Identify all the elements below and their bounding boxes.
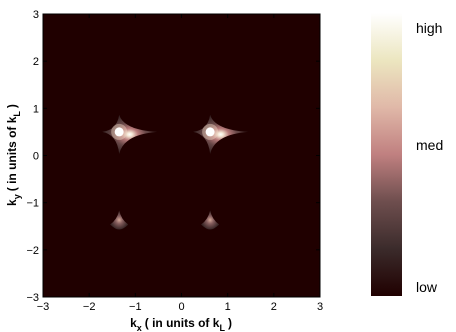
heatmap-peak <box>193 114 249 154</box>
peak-core <box>205 127 215 137</box>
peaks-layer <box>102 114 249 230</box>
peak-core <box>114 127 124 137</box>
heatmap-peak <box>110 210 129 230</box>
y-tick-label: 0 <box>33 151 39 163</box>
heatmap-peak <box>102 114 158 154</box>
x-axis-label-units: ( in units of k <box>145 316 220 330</box>
peak-shape <box>193 114 249 154</box>
x-axis-label-subscript: x <box>137 323 142 332</box>
x-tick-label: −1 <box>129 301 142 313</box>
y-tick-label: −3 <box>26 292 39 304</box>
x-axis-label-units-subscript: L <box>219 323 225 332</box>
x-tick-label: 0 <box>178 301 184 313</box>
x-axis-label: kx( in units of kL) <box>130 316 232 332</box>
colorbar-gradient <box>371 13 402 296</box>
colorbar-label-med: med <box>416 137 443 153</box>
x-axis: −3 −2 −1 0 1 2 3 <box>37 14 323 313</box>
x-tick-label: 2 <box>271 301 277 313</box>
y-tick-label: 3 <box>33 9 39 21</box>
y-axis-label-subscript: y <box>12 194 22 199</box>
x-tick-label: −3 <box>37 301 50 313</box>
x-axis-label-main: k <box>130 316 137 330</box>
colorbar-label-high: high <box>416 20 442 36</box>
x-tick-label: 1 <box>225 301 231 313</box>
colorbar-label-low: low <box>416 279 438 295</box>
peak-shape <box>102 114 158 154</box>
y-axis: −3 −2 −1 0 1 2 3 <box>26 9 320 304</box>
plot-area <box>42 13 321 298</box>
x-tick-label: −2 <box>83 301 96 313</box>
x-axis-label-close: ) <box>228 316 232 330</box>
heatmap-background <box>43 14 320 297</box>
heatmap-peak <box>201 210 220 230</box>
peak-shape <box>110 210 129 230</box>
y-axis-label-close: ) <box>5 104 19 108</box>
peak-shape <box>201 210 220 230</box>
y-tick-label: −2 <box>26 245 39 257</box>
y-tick-label: −1 <box>26 198 39 210</box>
y-axis-label-units: ( in units of k <box>5 116 19 191</box>
y-tick-label: 2 <box>33 56 39 68</box>
y-axis-label: ky ( in units of kL) <box>5 104 22 206</box>
y-axis-label-main: k <box>5 199 19 206</box>
y-axis-label-units-subscript: L <box>12 111 22 117</box>
x-tick-label: 3 <box>317 301 323 313</box>
y-tick-label: 1 <box>33 103 39 115</box>
colorbar: high med low <box>371 13 443 296</box>
